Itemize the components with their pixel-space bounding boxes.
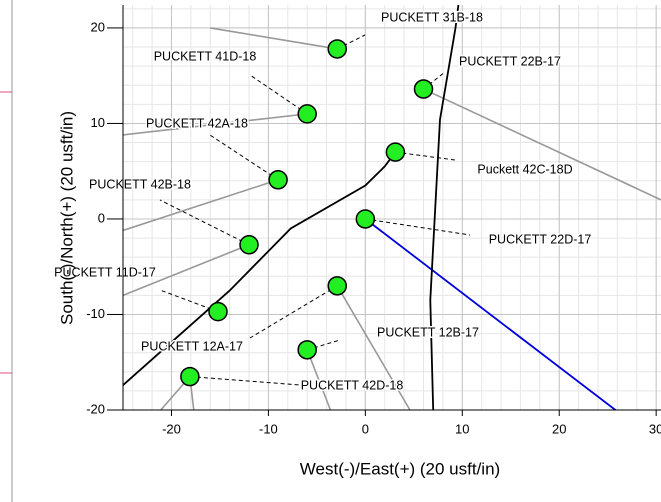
x-tick-label: 30: [649, 421, 661, 436]
y-tick-label: -20: [86, 401, 105, 416]
y-axis-label: South(-)/North(+) (20 usft/in): [57, 111, 76, 325]
well-label: PUCKETT 12A-17: [141, 339, 243, 353]
wellbore: [429, 4, 460, 411]
well-label: PUCKETT 42D-18: [301, 378, 404, 392]
x-axis-label: West(-)/East(+) (20 usft/in): [300, 459, 500, 478]
well-label: PUCKETT 42A-18: [146, 116, 248, 130]
y-tick-label: 10: [91, 115, 105, 130]
well-label: PUCKETT 11D-17: [54, 265, 156, 279]
wellbore: [122, 244, 250, 297]
x-tick-label: -20: [162, 421, 181, 436]
well-marker: [208, 301, 228, 322]
well-label: PUCKETT 31B-18: [381, 10, 483, 24]
leader-line: [395, 151, 456, 161]
well-marker: [385, 142, 406, 162]
well-label: PUCKETT 22D-17: [489, 232, 592, 246]
leader-line: [423, 71, 446, 90]
well-label: PUCKETT 42B-18: [89, 177, 191, 191]
well-label: PUCKETT 41D-18: [154, 49, 257, 63]
y-tick-label: 20: [91, 19, 105, 34]
well-marker: [327, 39, 347, 59]
well-marker: [355, 209, 376, 229]
leader-line: [337, 34, 366, 50]
leader-line: [249, 285, 338, 339]
well-marker: [297, 104, 317, 124]
leader-line: [307, 339, 341, 351]
axes: -20 -10 0 10 20 30 -20 -10 0 10 20: [86, 5, 661, 436]
leader-line: [249, 74, 308, 115]
wells: PUCKETT 31B-18 PUCKETT 41D-18 PUCKETT 22B-…: [53, 9, 593, 394]
leader-line: [159, 199, 250, 246]
x-tick-label: -10: [259, 421, 278, 436]
wellbore: [364, 218, 616, 411]
well-marker: [268, 170, 288, 190]
well-label: PUCKETT 12B-17: [377, 325, 479, 339]
well-marker: [297, 340, 317, 360]
y-tick-label: 0: [98, 210, 105, 225]
leader-line: [159, 289, 219, 313]
well-marker: [413, 79, 434, 99]
grid: [123, 5, 661, 411]
well-label: Puckett 42C-18D: [477, 162, 572, 176]
wellbore: [423, 88, 661, 201]
well-marker: [239, 235, 259, 255]
wellbore: [336, 285, 411, 411]
wellbore: [122, 179, 279, 232]
leader-line: [189, 376, 301, 386]
well-marker: [180, 366, 200, 387]
leader-line: [365, 218, 471, 236]
well-marker: [327, 276, 347, 296]
x-tick-label: 20: [552, 421, 566, 436]
x-tick-label: 10: [455, 421, 469, 436]
wellbore: [306, 349, 332, 411]
x-tick-label: 0: [362, 421, 369, 436]
well-label: PUCKETT 22B-17: [459, 54, 561, 68]
y-tick-label: -10: [86, 306, 105, 321]
wellbore: [210, 27, 338, 50]
wellbore: [122, 113, 308, 136]
